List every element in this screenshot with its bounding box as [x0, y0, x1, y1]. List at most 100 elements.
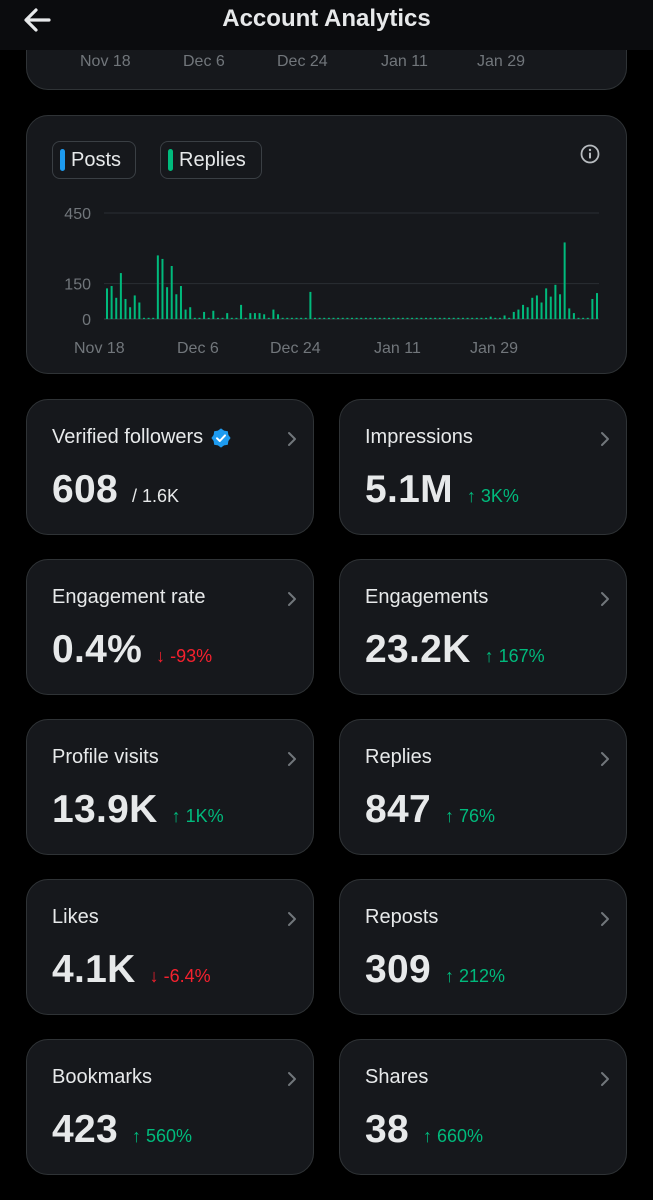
metric-label-text: Shares: [365, 1066, 429, 1088]
replies-bar: [258, 313, 261, 319]
info-button[interactable]: [579, 143, 601, 165]
replies-bar: [119, 273, 122, 319]
metric-change: ↑ 76%: [444, 806, 496, 826]
metric-label-text: Reposts: [365, 906, 439, 928]
replies-bar: [314, 317, 317, 319]
replies-bar: [508, 317, 511, 319]
metric-label: Engagement rate: [52, 586, 205, 609]
metric-card-shares[interactable]: Shares 38 ↑ 660%: [339, 1039, 627, 1175]
back-button[interactable]: [20, 4, 56, 40]
x-tick-label: Jan 11: [374, 340, 421, 357]
replies-bar: [512, 311, 515, 319]
metric-change: ↑ 660%: [422, 1126, 484, 1146]
replies-bar: [179, 286, 182, 319]
metric-value-row: 5.1M ↑ 3K%: [365, 468, 519, 512]
metric-card-impressions[interactable]: Impressions 5.1M ↑ 3K%: [339, 399, 627, 535]
chevron-right-icon: [288, 1072, 296, 1086]
replies-bar: [466, 317, 469, 319]
replies-bar: [240, 304, 243, 319]
replies-bar: [591, 298, 594, 319]
replies-bar: [586, 317, 589, 319]
replies-bar: [281, 317, 284, 319]
metric-value-row: 423 ↑ 560%: [52, 1108, 192, 1152]
posts-color-swatch: [60, 149, 65, 171]
replies-bar: [596, 293, 598, 319]
replies-bar: [189, 307, 192, 319]
replies-bar: [351, 317, 353, 319]
replies-bar: [434, 317, 437, 319]
replies-bar: [424, 317, 427, 319]
metric-card-likes[interactable]: Likes 4.1K ↓ -6.4%: [26, 879, 314, 1015]
metric-card-replies[interactable]: Replies 847 ↑ 76%: [339, 719, 627, 855]
replies-bar: [387, 317, 390, 319]
x-axis-label: Jan 11: [381, 53, 428, 70]
replies-bar: [290, 317, 293, 319]
replies-bar: [401, 317, 404, 319]
replies-bar: [374, 317, 377, 319]
metric-value: 309: [365, 948, 431, 991]
replies-bar: [517, 309, 520, 319]
replies-bar: [545, 288, 548, 319]
replies-bar: [443, 317, 446, 319]
metric-change: ↑ 212%: [444, 966, 506, 986]
replies-bar: [221, 317, 224, 319]
replies-bar: [461, 317, 464, 319]
replies-bar: [535, 295, 538, 319]
metric-value-row: 847 ↑ 76%: [365, 788, 495, 832]
metric-value: 423: [52, 1108, 118, 1151]
replies-bar: [406, 317, 409, 319]
chevron-right-icon: [288, 752, 296, 766]
replies-bar: [263, 314, 266, 319]
metric-card-bookmarks[interactable]: Bookmarks 423 ↑ 560%: [26, 1039, 314, 1175]
metric-value: 23.2K: [365, 628, 471, 671]
replies-bar: [300, 317, 303, 319]
replies-bar: [549, 296, 552, 319]
legend-replies-label: Replies: [179, 148, 246, 171]
replies-bar: [253, 313, 256, 319]
replies-bar: [457, 317, 460, 319]
x-axis-label: Jan 29: [477, 53, 526, 70]
replies-bar: [133, 295, 136, 319]
metric-card-profile-visits[interactable]: Profile visits 13.9K ↑ 1K%: [26, 719, 314, 855]
metric-label: Engagements: [365, 586, 488, 609]
replies-bar: [383, 317, 386, 319]
legend-posts-label: Posts: [71, 148, 122, 171]
x-tick-label: Dec 6: [177, 340, 219, 357]
x-axis-label: Nov 18: [80, 53, 131, 70]
metric-label: Profile visits: [52, 746, 159, 769]
metric-value: 4.1K: [52, 948, 136, 991]
replies-bar: [142, 317, 145, 319]
metric-card-verified-followers[interactable]: Verified followers 608 / 1.6K: [26, 399, 314, 535]
replies-bar: [572, 313, 575, 319]
metric-value-row: 0.4% ↓ -93%: [52, 628, 212, 672]
replies-bar: [161, 258, 164, 319]
posts-replies-chart-card: Posts Replies 450 150 0 Nov 18 Dec 6 Dec 24 Ja…: [26, 115, 627, 374]
replies-bar: [216, 317, 219, 319]
metric-label: Replies: [365, 746, 432, 769]
metric-value-row: 23.2K ↑ 167%: [365, 628, 545, 672]
replies-bar: [184, 309, 187, 319]
replies-bar: [582, 317, 585, 319]
replies-bar: [563, 242, 566, 319]
replies-bar: [568, 308, 571, 319]
metric-card-engagement-rate[interactable]: Engagement rate 0.4% ↓ -93%: [26, 559, 314, 695]
metric-card-reposts[interactable]: Reposts 309 ↑ 212%: [339, 879, 627, 1015]
replies-bar: [235, 317, 238, 319]
replies-bar: [267, 317, 270, 319]
metric-label-text: Engagements: [365, 586, 489, 608]
legend-replies-toggle[interactable]: Replies: [160, 141, 262, 179]
replies-bar: [364, 317, 367, 319]
replies-bar: [420, 317, 423, 319]
metric-value: 608: [52, 468, 118, 511]
x-tick-label: Nov 18: [74, 340, 125, 357]
replies-bar: [193, 317, 196, 319]
replies-bar: [309, 291, 312, 319]
chevron-right-icon: [288, 592, 296, 606]
replies-bar: [494, 317, 497, 319]
chevron-right-icon: [601, 432, 609, 446]
metric-card-engagements[interactable]: Engagements 23.2K ↑ 167%: [339, 559, 627, 695]
x-axis-label: Dec 6: [183, 53, 225, 70]
chevron-right-icon: [288, 432, 296, 446]
chevron-right-icon: [601, 752, 609, 766]
legend-posts-toggle[interactable]: Posts: [52, 141, 136, 179]
